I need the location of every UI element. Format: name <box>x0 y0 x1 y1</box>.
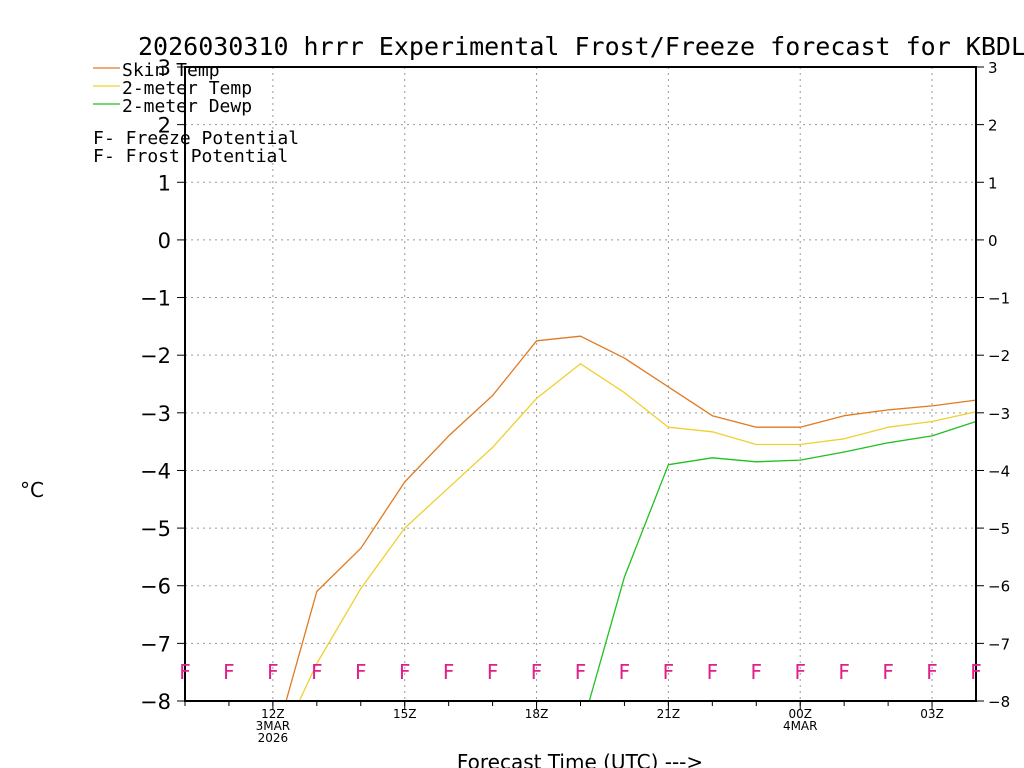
x-tick-label: 18Z <box>525 707 549 721</box>
y-tick-label: −8 <box>140 690 171 714</box>
freeze-flag: F <box>751 660 763 684</box>
legend-label: 2-meter Temp <box>122 78 252 99</box>
key-text: - Frost Potential <box>104 146 288 167</box>
x-axis-label: Forecast Time (UTC) ---> <box>457 750 703 768</box>
x-tick-label: 4MAR <box>783 719 818 733</box>
series-line-2-meter-temp <box>298 363 977 702</box>
y-tick-label-right: −5 <box>988 520 1010 538</box>
freeze-flag: F <box>794 660 806 684</box>
freeze-flag: F <box>267 660 279 684</box>
freeze-flag: F <box>311 660 323 684</box>
y-tick-label: −7 <box>140 632 171 656</box>
series-lines <box>285 335 977 702</box>
y-tick-label: −1 <box>140 287 171 311</box>
y-tick-label: 0 <box>158 229 171 253</box>
x-tick-label: 2026 <box>258 731 289 745</box>
x-tick-label: 03Z <box>920 707 944 721</box>
series-line-2-meter-dewp <box>588 420 977 702</box>
y-tick-label: −6 <box>140 575 171 599</box>
x-tick-label: 12Z <box>261 707 285 721</box>
freeze-flag: F <box>707 660 719 684</box>
freeze-flag: F <box>223 660 235 684</box>
x-tick-label: 00Z <box>788 707 812 721</box>
freeze-flag: F <box>355 660 367 684</box>
y-tick-label-right: 1 <box>988 174 998 192</box>
y-tick-label: −3 <box>140 402 171 426</box>
chart-title: 2026030310 hrrr Experimental Frost/Freez… <box>138 32 1024 61</box>
x-tick-label: 3MAR <box>256 719 291 733</box>
freeze-flag: F <box>179 660 191 684</box>
y-tick-label-right: −3 <box>988 405 1010 423</box>
freeze-flag: F <box>970 660 982 684</box>
plot-frame <box>184 66 977 702</box>
y-tick-label-right: −8 <box>988 693 1010 711</box>
y-tick-label-right: −7 <box>988 635 1010 653</box>
key-letter: F <box>93 146 104 167</box>
x-tick-label: 15Z <box>393 707 417 721</box>
freeze-flag: F <box>443 660 455 684</box>
freeze-flag: F <box>531 660 543 684</box>
grid <box>185 67 976 701</box>
freeze-flag: F <box>926 660 938 684</box>
freeze-flag: F <box>882 660 894 684</box>
x-tick-label: 21Z <box>657 707 681 721</box>
y-tick-label-right: −2 <box>988 347 1010 365</box>
series-line-skin-temp <box>285 335 977 702</box>
y-tick-label: 2 <box>158 114 171 138</box>
y-tick-label-right: 3 <box>988 59 998 77</box>
y-tick-label-right: 2 <box>988 117 998 135</box>
y-tick-label: −2 <box>140 344 171 368</box>
legend-label: 2-meter Dewp <box>122 96 252 117</box>
y-tick-label: 3 <box>158 56 171 80</box>
y-axis-ticks: 3 3 2 2 1 1 0 0 −1 −1 −2 −2 −3 −3 −4 −4 −5 −5 −6 −6 −7 −7 −8 −8 <box>140 56 1010 714</box>
freeze-flag: F <box>575 660 587 684</box>
freeze-flag: F <box>838 660 850 684</box>
key-text: - Freeze Potential <box>104 128 299 149</box>
y-tick-label: −5 <box>140 517 171 541</box>
freeze-flag: F <box>619 660 631 684</box>
freeze-flag: F <box>487 660 499 684</box>
y-tick-label-right: 0 <box>988 232 998 250</box>
y-axis-label: °C <box>20 478 44 502</box>
freeze-flag: F <box>399 660 411 684</box>
y-tick-label-right: −1 <box>988 290 1010 308</box>
key-letter: F <box>93 128 104 149</box>
y-tick-label-right: −6 <box>988 578 1010 596</box>
y-tick-label-right: −4 <box>988 462 1010 480</box>
y-tick-label: 1 <box>158 171 171 195</box>
legend-label: Skin Temp <box>122 60 220 81</box>
y-tick-label: −4 <box>140 459 171 483</box>
freeze-flag: F <box>663 660 675 684</box>
